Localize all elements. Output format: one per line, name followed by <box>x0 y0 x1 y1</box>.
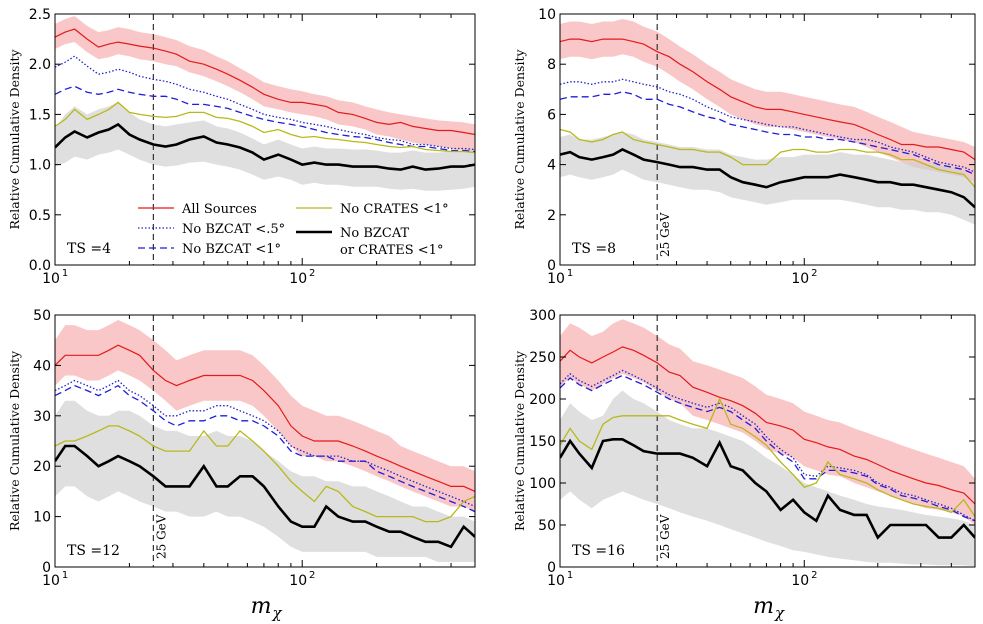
x-tick-label: 10 <box>289 573 307 589</box>
y-tick-label: 10 <box>538 7 556 23</box>
y-tick-label: 1.5 <box>29 107 51 123</box>
series-line-4 <box>55 101 475 154</box>
x-tick-label: 10 <box>42 271 60 287</box>
x-axis-label: m <box>753 594 774 619</box>
x-tick-label: 10 <box>791 573 809 589</box>
ts-annotation: TS =8 <box>572 241 616 257</box>
series-line-5 <box>560 148 975 209</box>
y-tick-label: 250 <box>529 350 556 366</box>
series-line-1 <box>55 344 475 492</box>
x-tick-exponent: 1 <box>567 570 573 581</box>
legend-label-5-line2: or CRATES <1° <box>340 243 443 258</box>
legend-label-5: No BZCAT <box>340 226 410 241</box>
series-line-3 <box>55 85 475 153</box>
y-tick-label: 8 <box>547 57 556 73</box>
y-tick-label: 2 <box>547 208 556 224</box>
series-line-5 <box>560 437 975 540</box>
all-sources-error-band <box>560 319 975 525</box>
x-tick-label: 10 <box>547 271 565 287</box>
y-axis-label: Relative Cumulative Density <box>7 350 22 531</box>
y-tick-label: 1.0 <box>29 158 51 174</box>
legend-label-2: No BZCAT <.5° <box>182 222 285 237</box>
vline-label: 25 GeV <box>658 212 672 257</box>
axes-frame <box>54 13 476 266</box>
x-tick-label: 10 <box>547 573 565 589</box>
y-tick-label: 30 <box>33 409 51 425</box>
series-line-1 <box>55 28 475 136</box>
y-tick-label: 40 <box>33 358 51 374</box>
x-tick-exponent: 1 <box>567 268 573 279</box>
series-line-4 <box>560 397 975 517</box>
series-line-5 <box>55 122 475 171</box>
vline-label: 25 GeV <box>658 514 672 559</box>
x-axis-label: m <box>251 594 272 619</box>
y-tick-label: 300 <box>529 308 556 324</box>
x-tick-label: 10 <box>289 271 307 287</box>
series-line-4 <box>560 128 975 188</box>
plot-area <box>560 14 975 265</box>
x-tick-label: 10 <box>791 271 809 287</box>
axes-frame <box>559 13 976 266</box>
series-line-4 <box>55 425 475 523</box>
y-tick-label: 150 <box>529 434 556 450</box>
legend-label-3: No BZCAT <1° <box>182 242 281 257</box>
x-tick-exponent: 2 <box>811 570 817 581</box>
vline-label: 25 GeV <box>154 514 168 559</box>
x-tick-exponent: 1 <box>62 570 68 581</box>
no-bzcat-crates-error-band <box>55 400 475 562</box>
legend: All Sources No BZCAT <.5° No BZCAT <1° No C… <box>138 202 449 258</box>
y-axis-label: Relative Cumulative Density <box>512 49 527 230</box>
y-tick-label: 50 <box>538 518 556 534</box>
ts-annotation: TS =16 <box>572 543 625 559</box>
y-tick-label: 6 <box>547 107 556 123</box>
y-tick-label: 20 <box>33 459 51 475</box>
x-axis-label-subscript: χ <box>774 604 785 622</box>
series-line-3 <box>55 384 475 513</box>
y-tick-label: 0 <box>547 560 556 576</box>
y-tick-label: 2.5 <box>29 7 51 23</box>
series-line-1 <box>560 38 975 161</box>
y-tick-label: 100 <box>529 476 556 492</box>
plot-area <box>560 315 975 567</box>
all-sources-error-band <box>55 320 475 512</box>
x-tick-label: 10 <box>42 573 60 589</box>
y-tick-label: 0.0 <box>29 258 51 274</box>
y-tick-label: 2.0 <box>29 57 51 73</box>
x-tick-exponent: 2 <box>309 570 315 581</box>
legend-label-4: No CRATES <1° <box>340 202 449 217</box>
ts-annotation: TS =4 <box>67 241 111 257</box>
y-axis-label: Relative Cumulative Density <box>7 49 22 230</box>
y-tick-label: 0 <box>42 560 51 576</box>
series-line-3 <box>560 91 975 176</box>
y-tick-label: 50 <box>33 308 51 324</box>
all-sources-error-band <box>560 19 975 183</box>
series-line-2 <box>55 55 475 151</box>
y-tick-label: 200 <box>529 392 556 408</box>
y-tick-label: 10 <box>33 510 51 526</box>
x-tick-exponent: 1 <box>62 268 68 279</box>
plot-area <box>55 14 475 265</box>
y-tick-label: 4 <box>547 158 556 174</box>
plot-area <box>55 315 475 567</box>
ts-annotation: TS =12 <box>67 543 120 559</box>
legend-label-1: All Sources <box>181 202 257 217</box>
no-bzcat-crates-error-band <box>560 132 975 225</box>
series-line-1 <box>560 346 975 505</box>
x-tick-exponent: 2 <box>811 268 817 279</box>
x-axis-label-subscript: χ <box>271 604 282 622</box>
series-line-5 <box>55 444 475 549</box>
no-bzcat-crates-error-band <box>55 102 475 191</box>
series-line-3 <box>560 374 975 522</box>
x-tick-exponent: 2 <box>309 268 315 279</box>
y-tick-label: 0 <box>547 258 556 274</box>
axes-frame <box>54 314 476 568</box>
y-axis-label: Relative Cumulative Density <box>512 350 527 531</box>
y-tick-label: 0.5 <box>29 208 51 224</box>
